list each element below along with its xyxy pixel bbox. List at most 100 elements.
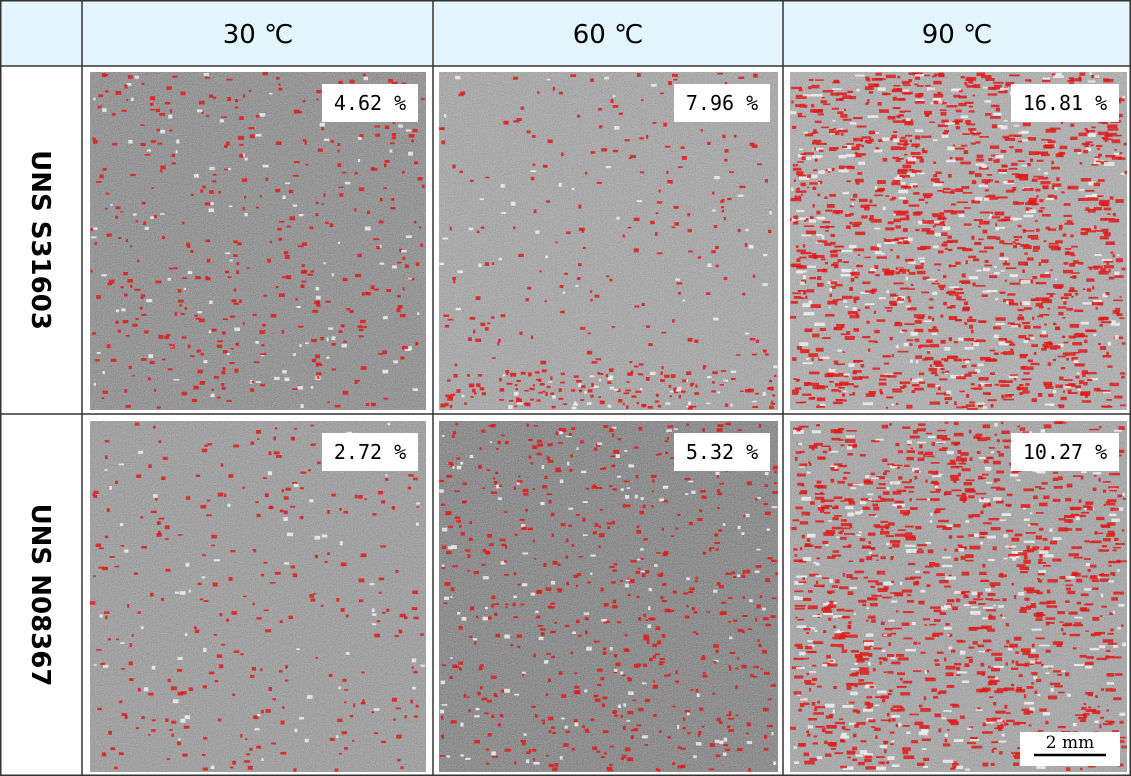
corrosion-spot [1054,196,1057,200]
corrosion-spot [583,247,586,249]
corrosion-spot [1090,576,1098,580]
corrosion-spot [926,433,932,435]
corrosion-spot [867,598,873,600]
corrosion-spot [760,595,762,598]
corrosion-spot [237,242,241,245]
corrosion-spot [420,634,424,636]
corrosion-spot [1110,572,1114,575]
corrosion-spot [804,132,808,134]
corrosion-spot [915,74,924,76]
corrosion-spot [138,688,141,691]
corrosion-spot [991,763,995,766]
corrosion-spot [898,450,903,453]
corrosion-spot [1089,429,1100,431]
corrosion-spot [985,467,991,471]
corrosion-spot [1008,180,1015,183]
corrosion-spot [833,686,837,689]
corrosion-spot [974,533,979,536]
corrosion-spot [850,315,860,319]
corrosion-spot [1047,308,1050,310]
corrosion-spot [459,667,462,670]
corrosion-spot [938,250,944,253]
corrosion-spot [243,596,246,598]
corrosion-spot [724,149,728,152]
corrosion-spot [243,487,245,489]
corrosion-spot [585,617,589,620]
corrosion-spot [1008,322,1015,324]
specimen-image [790,421,1127,772]
corrosion-spot [949,286,958,288]
corrosion-spot [1085,666,1092,669]
corrosion-spot [845,306,849,308]
corrosion-spot [847,91,853,93]
corrosion-spot [528,372,532,376]
corrosion-spot [868,580,879,582]
corrosion-spot [637,525,640,528]
corrosion-spot [813,562,816,564]
corrosion-spot [1015,149,1022,153]
corrosion-spot [917,544,927,546]
corrosion-spot [291,437,295,441]
corrosion-spot [712,209,715,211]
corrosion-spot [903,84,911,86]
corrosion-spot [220,119,224,122]
corrosion-spot [813,615,822,617]
corrosion-spot [956,376,966,379]
corrosion-spot [112,143,117,146]
corrosion-spot [659,498,664,501]
corrosion-spot [871,619,876,623]
corrosion-spot [1105,688,1112,691]
corrosion-spot [229,362,234,364]
corrosion-spot [983,268,990,271]
corrosion-spot [750,143,755,146]
corrosion-spot [1106,650,1111,652]
corrosion-spot [408,278,412,280]
corrosion-spot [910,436,920,439]
corrosion-spot [584,391,587,394]
corrosion-spot [741,665,746,669]
column-header: 60 ℃ [573,20,644,50]
corrosion-spot [592,361,598,363]
corrosion-spot [623,703,626,706]
corrosion-spot [833,550,840,552]
corrosion-spot [405,264,409,268]
corrosion-spot [987,174,992,176]
corrosion-spot [218,718,222,721]
corrosion-spot [857,125,867,127]
corrosion-spot [712,192,715,195]
corrosion-spot [944,739,947,743]
corrosion-spot [818,113,824,115]
corrosion-spot [707,376,712,378]
corrosion-spot [930,513,932,516]
corrosion-spot [441,716,443,720]
corrosion-spot [1065,584,1072,586]
corrosion-spot [941,371,944,373]
corrosion-spot [890,303,897,306]
corrosion-spot [134,572,138,574]
corrosion-spot [919,381,925,383]
corrosion-spot [686,605,688,608]
corrosion-spot [922,358,928,360]
corrosion-spot [631,735,634,739]
corrosion-spot [515,384,518,386]
corrosion-spot [546,755,548,757]
corrosion-spot [969,430,972,434]
corrosion-spot [909,714,918,716]
corrosion-spot [94,242,97,245]
corrosion-spot [532,135,536,138]
corrosion-spot [958,473,961,477]
corrosion-spot [625,495,629,499]
corrosion-spot [614,714,618,716]
corrosion-spot [1070,123,1074,126]
corrosion-spot [452,277,456,280]
corrosion-spot [983,392,991,394]
corrosion-spot [440,710,444,714]
corrosion-spot [206,514,212,516]
corrosion-spot [930,364,932,367]
corrosion-spot [807,187,809,189]
corrosion-spot [361,366,367,370]
corrosion-spot [1080,768,1082,770]
corrosion-spot [1110,196,1114,199]
corrosion-spot [1108,633,1114,635]
